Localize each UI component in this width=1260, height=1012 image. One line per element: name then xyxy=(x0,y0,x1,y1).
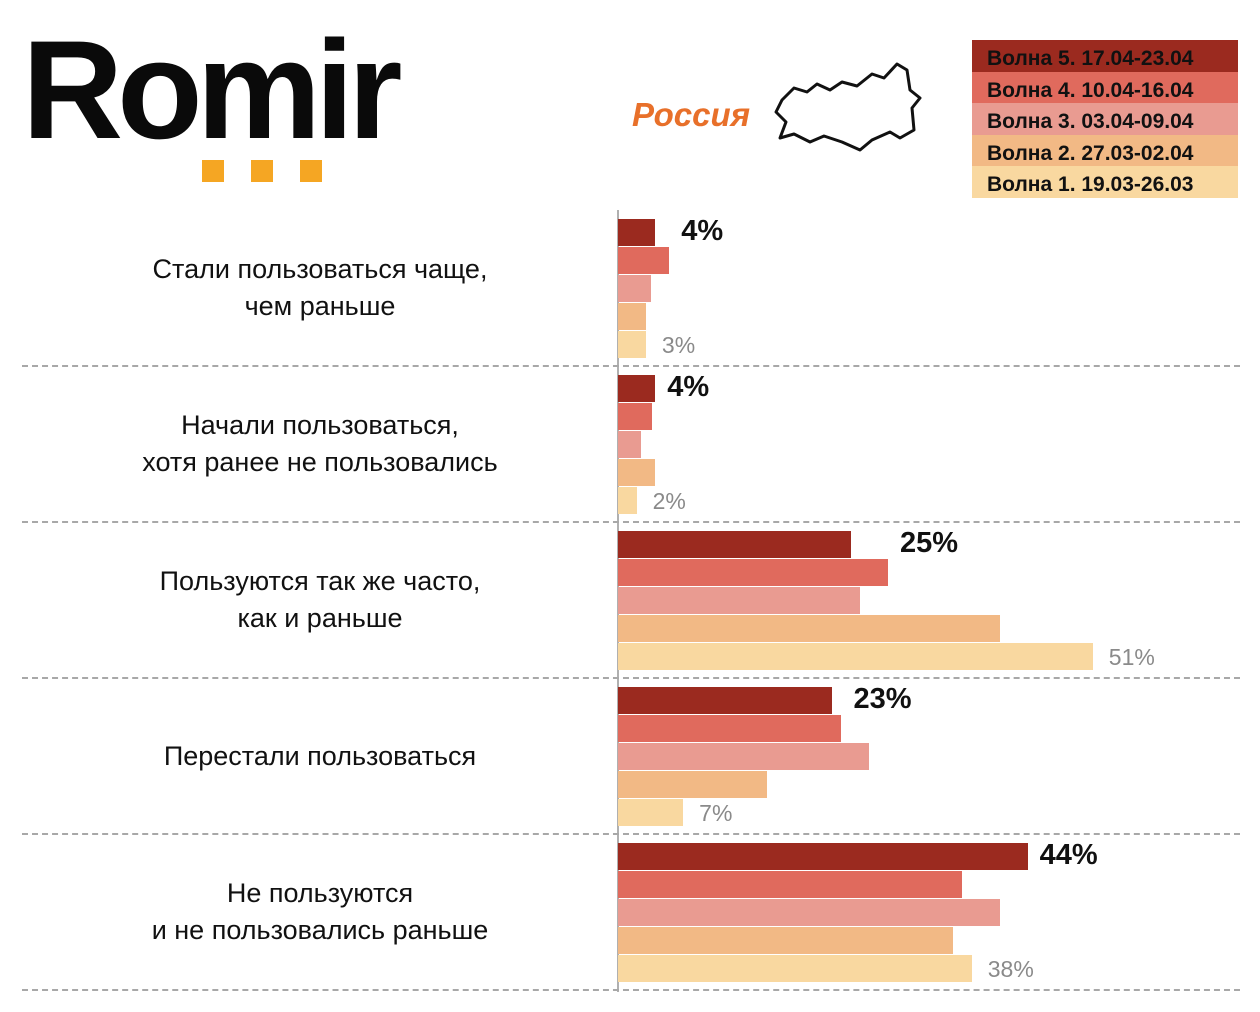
bar xyxy=(618,871,963,898)
bar xyxy=(618,403,653,430)
legend-item: Волна 2. 27.03-02.04 xyxy=(972,134,1238,166)
data-label-first: 38% xyxy=(987,956,1034,982)
russia-map-icon xyxy=(774,62,922,152)
bar xyxy=(618,375,656,402)
data-label-latest: 44% xyxy=(1039,839,1098,871)
data-label-latest: 4% xyxy=(667,371,710,403)
logo-square xyxy=(251,160,273,182)
bar xyxy=(618,247,670,274)
bar xyxy=(618,687,833,714)
category-label: Пользуются так же часто, как и раньше xyxy=(80,563,560,637)
bar xyxy=(618,219,656,246)
bar xyxy=(618,643,1093,670)
bar xyxy=(618,955,972,982)
legend-item: Волна 4. 10.04-16.04 xyxy=(972,71,1238,103)
category-label: Стали пользоваться чаще, чем раньше xyxy=(80,251,560,325)
bar xyxy=(618,843,1028,870)
category-label: Не пользуются и не пользовались раньше xyxy=(80,875,560,949)
bar xyxy=(618,331,646,358)
bar xyxy=(618,927,954,954)
data-label-first: 51% xyxy=(1108,644,1155,670)
legend-item: Волна 1. 19.03-26.03 xyxy=(972,166,1238,198)
bar xyxy=(618,559,888,586)
logo-square xyxy=(300,160,322,182)
data-label-latest: 23% xyxy=(853,683,912,715)
data-label-first: 3% xyxy=(661,332,696,358)
bar xyxy=(618,487,637,514)
category-label-line: Не пользуются xyxy=(226,878,414,908)
bar xyxy=(618,459,656,486)
category-label-line: Стали пользоваться чаще, xyxy=(152,254,488,284)
category-label: Начали пользоваться, хотя ранее не пользо… xyxy=(80,407,560,481)
bar xyxy=(618,799,684,826)
category-label-line: Начали пользоваться, xyxy=(181,410,459,440)
data-label-latest: 25% xyxy=(899,527,959,559)
region-label: Россия xyxy=(632,96,751,133)
legend-item: Волна 5. 17.04-23.04 xyxy=(972,40,1238,72)
category-label-line: хотя ранее не пользовались xyxy=(142,447,498,477)
bar xyxy=(618,303,646,330)
bar xyxy=(618,615,1000,642)
separator xyxy=(22,833,1240,835)
data-label-first: 7% xyxy=(699,800,733,826)
category-label: Перестали пользоваться xyxy=(80,738,560,775)
separator xyxy=(22,989,1240,991)
bar xyxy=(618,587,861,614)
category-label-line: Перестали пользоваться xyxy=(163,740,477,771)
bar xyxy=(618,771,767,798)
category-label-line: Пользуются так же часто, xyxy=(159,566,481,596)
data-label-latest: 4% xyxy=(681,215,724,247)
bar xyxy=(618,531,851,558)
category-label-line: как и раньше xyxy=(237,603,403,633)
bar xyxy=(618,899,1000,926)
legend-item: Волна 3. 03.04-09.04 xyxy=(972,103,1238,135)
logo-square xyxy=(202,160,224,182)
bar xyxy=(618,275,651,302)
bar xyxy=(618,743,870,770)
separator xyxy=(22,365,1240,367)
legend: Волна 5. 17.04-23.04 Волна 4. 10.04-16.04… xyxy=(972,40,1238,198)
data-label-first: 2% xyxy=(652,488,686,514)
romir-logo: Romir xyxy=(22,11,402,168)
separator xyxy=(22,677,1240,679)
bar xyxy=(618,431,642,458)
separator xyxy=(22,521,1240,523)
category-label-line: и не пользовались раньше xyxy=(151,915,489,945)
category-label-line: чем раньше xyxy=(244,291,396,321)
bar xyxy=(618,715,842,742)
